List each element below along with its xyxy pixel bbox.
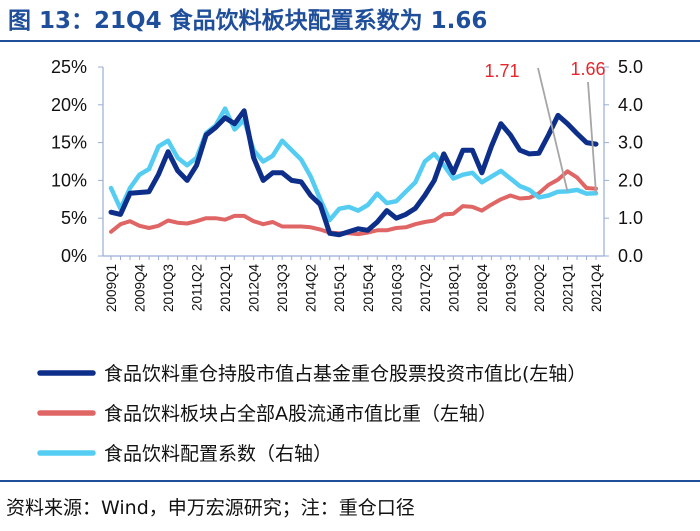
left-tick-label: 15% [51, 133, 87, 153]
left-tick-label: 0% [61, 246, 87, 266]
series-line-0 [108, 108, 599, 238]
callout-annotations: 1.71 1.66 [484, 59, 606, 194]
annotation-label: 1.71 [484, 61, 519, 81]
legend-label-0: 食品饮料重仓持股市值占基金重仓股票投资市值比(左轴） [104, 363, 586, 385]
x-tick-label: 2010Q3 [161, 264, 176, 312]
source-note: 资料来源：Wind，申万宏源研究；注：重仓口径 [6, 497, 415, 519]
x-tick-label: 2018Q4 [475, 264, 490, 313]
x-tick-label: 2019Q3 [503, 264, 518, 312]
x-tick-label: 2016Q3 [389, 264, 404, 312]
series-line-2 [108, 106, 599, 223]
annotation-leader [537, 67, 569, 192]
figure-title: 图 13：21Q4 食品饮料板块配置系数为 1.66 [8, 8, 488, 34]
left-tick-label: 20% [51, 95, 87, 115]
right-tick-label: 4.0 [618, 95, 643, 115]
right-tick-label: 0.0 [618, 246, 643, 266]
chart-axes: 0% 5% 10% 15% 20% 25% 0.0 1.0 2.0 3.0 4.0 5.0 2009Q1… [51, 57, 643, 312]
right-tick-label: 1.0 [618, 208, 643, 228]
right-tick-label: 3.0 [618, 133, 643, 153]
x-tick-label: 2021Q1 [560, 264, 575, 312]
title-divider [0, 40, 700, 42]
series-lines [108, 106, 599, 238]
left-tick-label: 25% [51, 57, 87, 77]
x-tick-label: 2020Q2 [532, 264, 547, 312]
x-tick-label: 2015Q4 [361, 264, 376, 313]
x-tick-label: 2009Q1 [104, 264, 119, 312]
x-tick-label: 2015Q1 [332, 264, 347, 312]
left-tick-label: 10% [51, 170, 87, 190]
x-tick-label: 2017Q2 [418, 264, 433, 312]
annotation-label: 1.66 [570, 59, 605, 79]
x-tick-label: 2013Q3 [275, 264, 290, 312]
legend-label-1: 食品饮料板块占全部A股流通市值比重（左轴） [104, 403, 497, 425]
left-tick-label: 5% [61, 208, 87, 228]
series-line-1 [109, 169, 598, 237]
x-tick-label: 2014Q2 [304, 264, 319, 312]
x-tick-label: 2009Q4 [133, 264, 148, 313]
right-tick-label: 2.0 [618, 170, 643, 190]
source-divider [0, 480, 700, 482]
x-tick-label: 2021Q4 [589, 264, 604, 313]
x-tick-label: 2011Q2 [190, 264, 205, 311]
annotation-leader [587, 81, 597, 194]
right-tick-label: 5.0 [618, 57, 643, 77]
x-tick-label: 2012Q4 [247, 264, 262, 313]
legend-label-2: 食品饮料配置系数（右轴） [104, 443, 332, 465]
x-tick-label: 2018Q1 [446, 264, 461, 312]
chart-legend: 食品饮料重仓持股市值占基金重仓股票投资市值比(左轴） 食品饮料板块占全部A股流通市… [37, 363, 586, 465]
x-tick-label: 2012Q1 [218, 264, 233, 312]
